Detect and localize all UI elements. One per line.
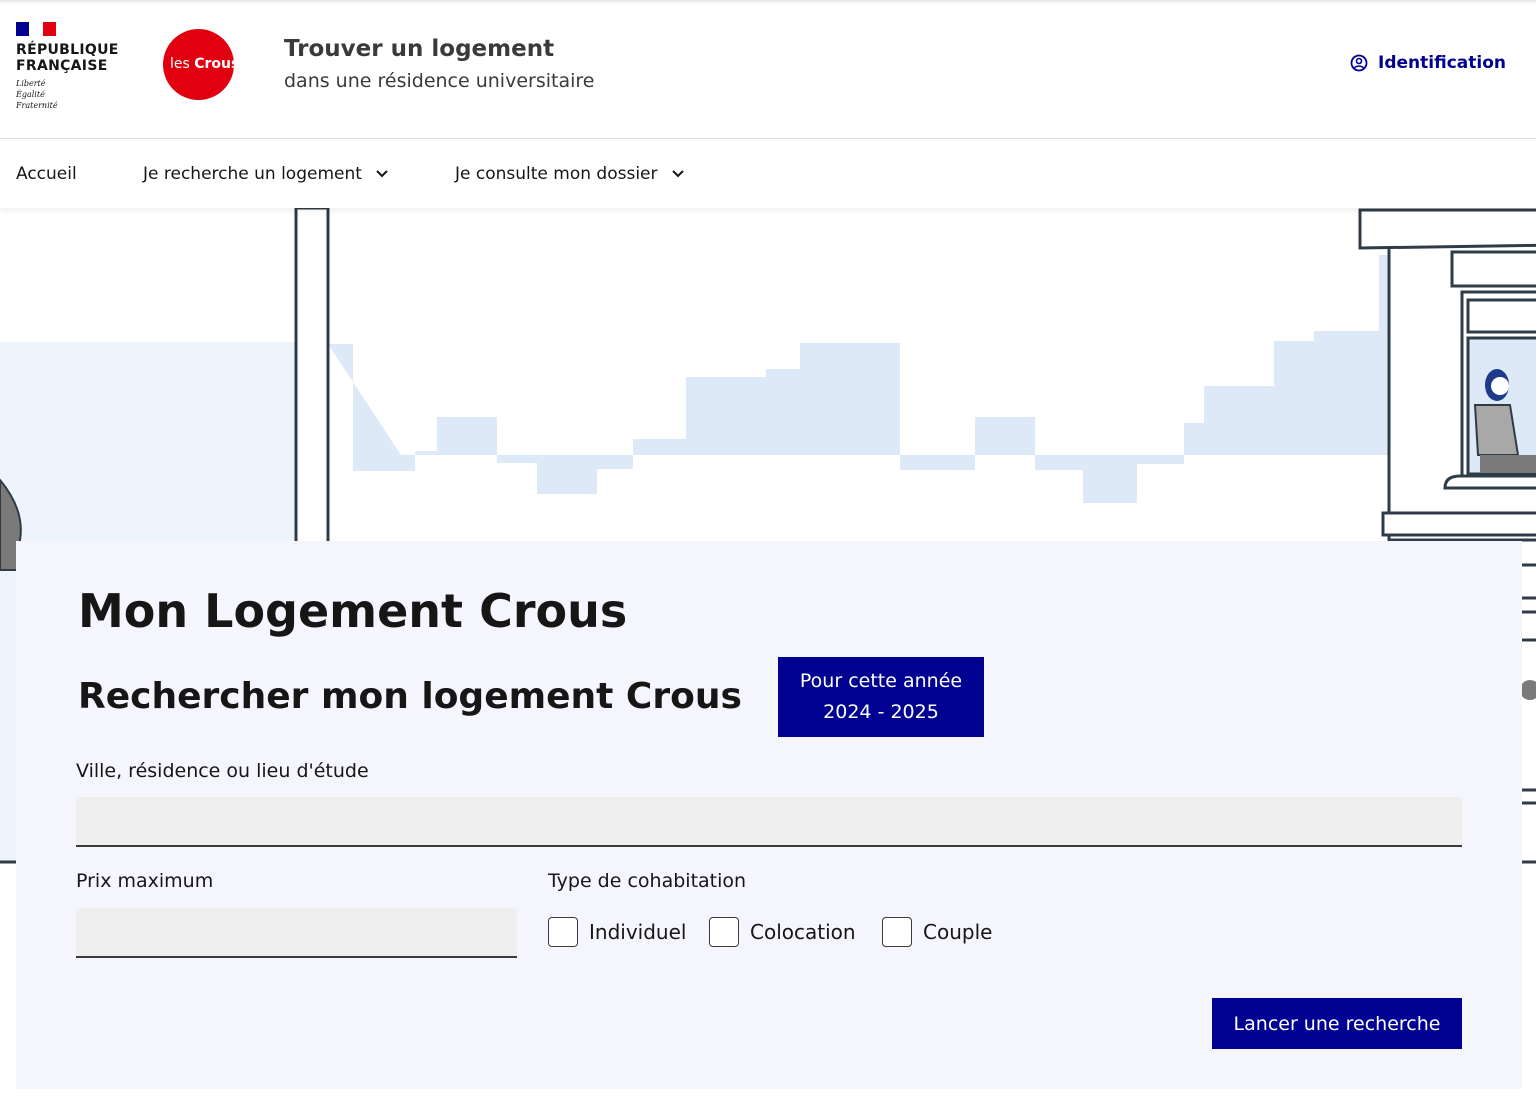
location-input[interactable] — [76, 797, 1462, 847]
price-input[interactable] — [76, 908, 517, 958]
checkbox-box[interactable] — [709, 917, 739, 947]
site-subtitle: dans une résidence universitaire — [284, 70, 595, 92]
year-badge: Pour cette année 2024 - 2025 — [778, 657, 984, 737]
cohabitation-label: Type de cohabitation — [548, 870, 747, 892]
devise: Liberté Égalité Fraternité — [16, 79, 58, 110]
header: RÉPUBLIQUE FRANÇAISE Liberté Égalité Frate… — [0, 0, 1536, 139]
price-label: Prix maximum — [76, 870, 214, 892]
nav-item-dossier[interactable]: Je consulte mon dossier — [455, 164, 684, 184]
checkbox-box[interactable] — [882, 917, 912, 947]
crous-logo[interactable]: les Crous — [163, 29, 234, 100]
location-label: Ville, résidence ou lieu d'étude — [76, 760, 369, 782]
nav-item-accueil[interactable]: Accueil — [16, 163, 77, 184]
chevron-down-icon — [376, 169, 388, 177]
search-title: Rechercher mon logement Crous — [78, 676, 742, 717]
nav-item-recherche[interactable]: Je recherche un logement — [143, 164, 388, 184]
french-flag-logo — [16, 22, 56, 36]
main-nav: Accueil Je recherche un logement Je cons… — [0, 139, 1536, 208]
user-circle-icon — [1350, 54, 1368, 72]
site-title[interactable]: Trouver un logement — [284, 36, 555, 62]
checkbox-individuel[interactable]: Individuel — [548, 917, 686, 947]
checkbox-colocation[interactable]: Colocation — [709, 917, 856, 947]
checkbox-box[interactable] — [548, 917, 578, 947]
chevron-down-icon — [671, 169, 684, 177]
page-title: Mon Logement Crous — [78, 584, 628, 638]
checkbox-couple[interactable]: Couple — [882, 917, 992, 947]
search-button[interactable]: Lancer une recherche — [1212, 998, 1462, 1049]
republique-francaise-logo: RÉPUBLIQUE FRANÇAISE — [16, 42, 119, 74]
identification-link[interactable]: Identification — [1350, 53, 1506, 73]
